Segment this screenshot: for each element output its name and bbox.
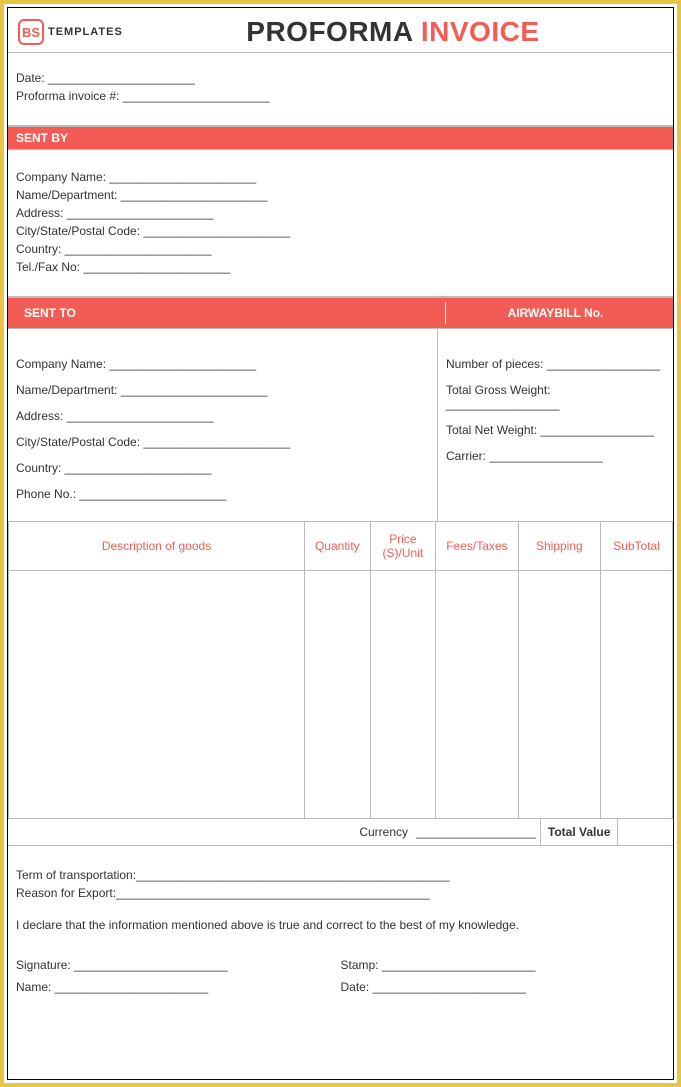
title-part2: INVOICE <box>421 16 540 47</box>
col-shipping: Shipping <box>518 522 600 571</box>
date-field[interactable]: Date: ______________________ <box>16 71 665 85</box>
pieces-field[interactable]: Number of pieces: _________________ <box>446 357 665 371</box>
name-field[interactable]: Name: _______________________ <box>16 980 341 994</box>
col-price: Price (S)/Unit <box>370 522 436 571</box>
transport-term-field[interactable]: Term of transportation:_________________… <box>16 868 665 882</box>
sentto-dept[interactable]: Name/Department: ______________________ <box>16 383 429 397</box>
sent-by-block: Company Name: ______________________ Nam… <box>8 150 673 297</box>
svg-text:BS: BS <box>22 25 40 40</box>
col-description: Description of goods <box>9 522 305 571</box>
currency-value[interactable]: __________________ <box>412 819 540 845</box>
col-quantity: Quantity <box>305 522 371 571</box>
sentto-address[interactable]: Address: ______________________ <box>16 409 429 423</box>
logo: BS TEMPLATES <box>18 19 123 45</box>
sentto-city[interactable]: City/State/Postal Code: ________________… <box>16 435 429 449</box>
sentto-company[interactable]: Company Name: ______________________ <box>16 357 429 371</box>
col-fees: Fees/Taxes <box>436 522 518 571</box>
signature-left: Signature: _______________________ Name:… <box>16 950 341 1002</box>
airwaybill-block: Number of pieces: _________________ Tota… <box>438 329 673 521</box>
logo-icon: BS <box>18 19 44 45</box>
sentby-country[interactable]: Country: ______________________ <box>16 242 665 256</box>
gross-weight-field[interactable]: Total Gross Weight: _________________ <box>446 383 665 411</box>
sent-to-block: Company Name: ______________________ Nam… <box>8 329 673 521</box>
declaration-text: I declare that the information mentioned… <box>16 918 665 932</box>
sentto-country[interactable]: Country: ______________________ <box>16 461 429 475</box>
date-signed-field[interactable]: Date: _______________________ <box>341 980 666 994</box>
signature-field[interactable]: Signature: _______________________ <box>16 958 341 972</box>
reason-export-field[interactable]: Reason for Export:______________________… <box>16 886 665 900</box>
total-value-cell[interactable] <box>618 819 673 845</box>
sent-to-header: SENT TO <box>16 302 446 324</box>
totals-row: Currency __________________ Total Value <box>8 819 673 846</box>
signature-row: Signature: _______________________ Name:… <box>16 950 665 1002</box>
meta-block: Date: ______________________ Proforma in… <box>8 53 673 126</box>
sentby-company[interactable]: Company Name: ______________________ <box>16 170 665 184</box>
title-part1: PROFORMA <box>246 16 421 47</box>
invoice-number-field[interactable]: Proforma invoice #: ____________________… <box>16 89 665 103</box>
stamp-field[interactable]: Stamp: _______________________ <box>341 958 666 972</box>
total-value-label: Total Value <box>540 819 618 845</box>
net-weight-field[interactable]: Total Net Weight: _________________ <box>446 423 665 437</box>
sent-to-header-row: SENT TO AIRWAYBILL No. <box>8 297 673 329</box>
header-row: BS TEMPLATES PROFORMA INVOICE <box>8 8 673 53</box>
carrier-field[interactable]: Carrier: _________________ <box>446 449 665 463</box>
sent-by-header: SENT BY <box>8 126 673 150</box>
sentto-phone[interactable]: Phone No.: ______________________ <box>16 487 429 501</box>
signature-right: Stamp: _______________________ Date: ___… <box>341 950 666 1002</box>
sentby-city[interactable]: City/State/Postal Code: ________________… <box>16 224 665 238</box>
page-title: PROFORMA INVOICE <box>123 16 663 48</box>
sent-to-left: Company Name: ______________________ Nam… <box>8 329 438 521</box>
sentby-address[interactable]: Address: ______________________ <box>16 206 665 220</box>
goods-header-row: Description of goods Quantity Price (S)/… <box>9 522 673 571</box>
col-subtotal: SubTotal <box>601 522 673 571</box>
airwaybill-header: AIRWAYBILL No. <box>446 302 665 324</box>
goods-table: Description of goods Quantity Price (S)/… <box>8 521 673 819</box>
currency-label: Currency <box>8 819 412 845</box>
footer-block: Term of transportation:_________________… <box>8 846 673 1010</box>
sentby-tel[interactable]: Tel./Fax No: ______________________ <box>16 260 665 274</box>
goods-body-row[interactable] <box>9 571 673 819</box>
logo-text: TEMPLATES <box>48 26 123 38</box>
outer-border: BS TEMPLATES PROFORMA INVOICE Date: ____… <box>0 0 681 1087</box>
sentby-dept[interactable]: Name/Department: ______________________ <box>16 188 665 202</box>
invoice-page: BS TEMPLATES PROFORMA INVOICE Date: ____… <box>7 7 674 1080</box>
